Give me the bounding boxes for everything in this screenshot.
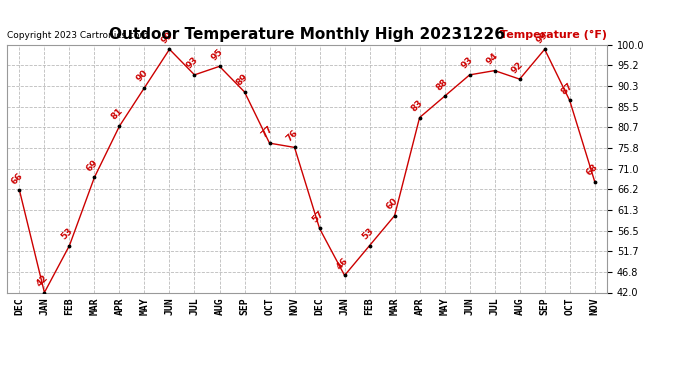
Text: 93: 93 <box>460 56 475 71</box>
Text: 53: 53 <box>360 226 375 242</box>
Text: 76: 76 <box>285 128 300 143</box>
Text: 95: 95 <box>210 47 225 62</box>
Text: 68: 68 <box>585 162 600 177</box>
Text: 90: 90 <box>135 68 150 84</box>
Text: 89: 89 <box>235 72 250 88</box>
Text: 88: 88 <box>435 77 450 92</box>
Text: 46: 46 <box>335 256 350 271</box>
Text: Temperature (°F): Temperature (°F) <box>500 30 607 40</box>
Text: 92: 92 <box>510 60 525 75</box>
Text: 42: 42 <box>34 273 50 288</box>
Title: Outdoor Temperature Monthly High 20231226: Outdoor Temperature Monthly High 2023122… <box>109 27 505 42</box>
Text: 99: 99 <box>160 30 175 45</box>
Text: 94: 94 <box>485 51 500 66</box>
Text: 93: 93 <box>185 56 200 71</box>
Text: 66: 66 <box>10 171 25 186</box>
Text: Copyright 2023 Cartronics.com: Copyright 2023 Cartronics.com <box>7 31 148 40</box>
Text: 69: 69 <box>85 158 100 173</box>
Text: 99: 99 <box>535 30 551 45</box>
Text: 53: 53 <box>60 226 75 242</box>
Text: 83: 83 <box>410 98 425 113</box>
Text: 81: 81 <box>110 107 125 122</box>
Text: 77: 77 <box>260 124 275 139</box>
Text: 57: 57 <box>310 209 325 224</box>
Text: 60: 60 <box>385 196 400 211</box>
Text: 87: 87 <box>560 81 575 96</box>
